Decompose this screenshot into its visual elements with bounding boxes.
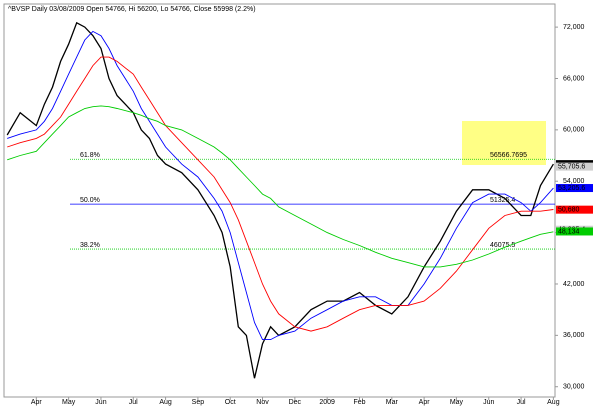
x-tick-label: Jun bbox=[95, 399, 106, 406]
x-tick-label: Aug bbox=[547, 399, 560, 406]
y-tick-label: 72,000 bbox=[563, 24, 585, 31]
x-tick-label: Sep bbox=[192, 399, 205, 406]
x-tick-label: Mar bbox=[386, 399, 399, 406]
y-tick-label: 66,000 bbox=[563, 75, 585, 82]
price-label: 50,680 bbox=[558, 207, 580, 214]
fib-label: 38.2% bbox=[80, 242, 100, 249]
fib-value-label: 51325.4 bbox=[490, 197, 515, 204]
highlight-box bbox=[462, 121, 546, 165]
y-tick-label: 30,000 bbox=[563, 384, 585, 391]
series-line bbox=[6, 21, 554, 379]
x-tick-label: Jul bbox=[517, 399, 526, 406]
plot-frame bbox=[3, 3, 556, 398]
series-line bbox=[7, 56, 554, 332]
price-label-box bbox=[556, 162, 593, 171]
y-tick-label: 60,000 bbox=[563, 127, 585, 134]
fib-label: 50.0% bbox=[80, 197, 100, 204]
y-tick-label: 36,000 bbox=[563, 332, 585, 339]
series-line bbox=[7, 30, 554, 341]
y-tick-label: 54,000 bbox=[563, 178, 585, 185]
x-tick-label: Jun bbox=[483, 399, 494, 406]
x-tick-label: Dec bbox=[289, 399, 302, 406]
chart-title: ^BVSP Daily 03/08/2009 Open 54766, Hi 56… bbox=[8, 6, 256, 13]
series-line bbox=[7, 105, 554, 268]
y-tick-label: 42,000 bbox=[563, 281, 585, 288]
price-label: 55,705.6 bbox=[558, 163, 585, 170]
fib-label: 61.8% bbox=[80, 152, 100, 159]
x-tick-label: 2009 bbox=[319, 399, 335, 406]
price-label: 53,205.6 bbox=[558, 185, 585, 192]
x-tick-label: Aug bbox=[159, 399, 172, 406]
price-label-box bbox=[556, 184, 593, 193]
price-label-box bbox=[556, 227, 593, 236]
x-tick-label: May bbox=[450, 399, 464, 406]
x-tick-label: Apr bbox=[419, 399, 431, 406]
x-tick-label: Nov bbox=[256, 399, 269, 406]
x-tick-label: Feb bbox=[353, 399, 365, 406]
x-tick-label: May bbox=[62, 399, 76, 406]
x-tick-label: Jul bbox=[129, 399, 138, 406]
fib-value-label: 56566.7695 bbox=[490, 152, 527, 159]
x-tick-label: Oct bbox=[225, 399, 236, 406]
x-tick-label: Apr bbox=[31, 399, 43, 406]
price-label: 48,134 bbox=[558, 228, 580, 235]
fib-value-label: 46075.5 bbox=[490, 242, 515, 249]
price-label-box bbox=[556, 205, 593, 214]
